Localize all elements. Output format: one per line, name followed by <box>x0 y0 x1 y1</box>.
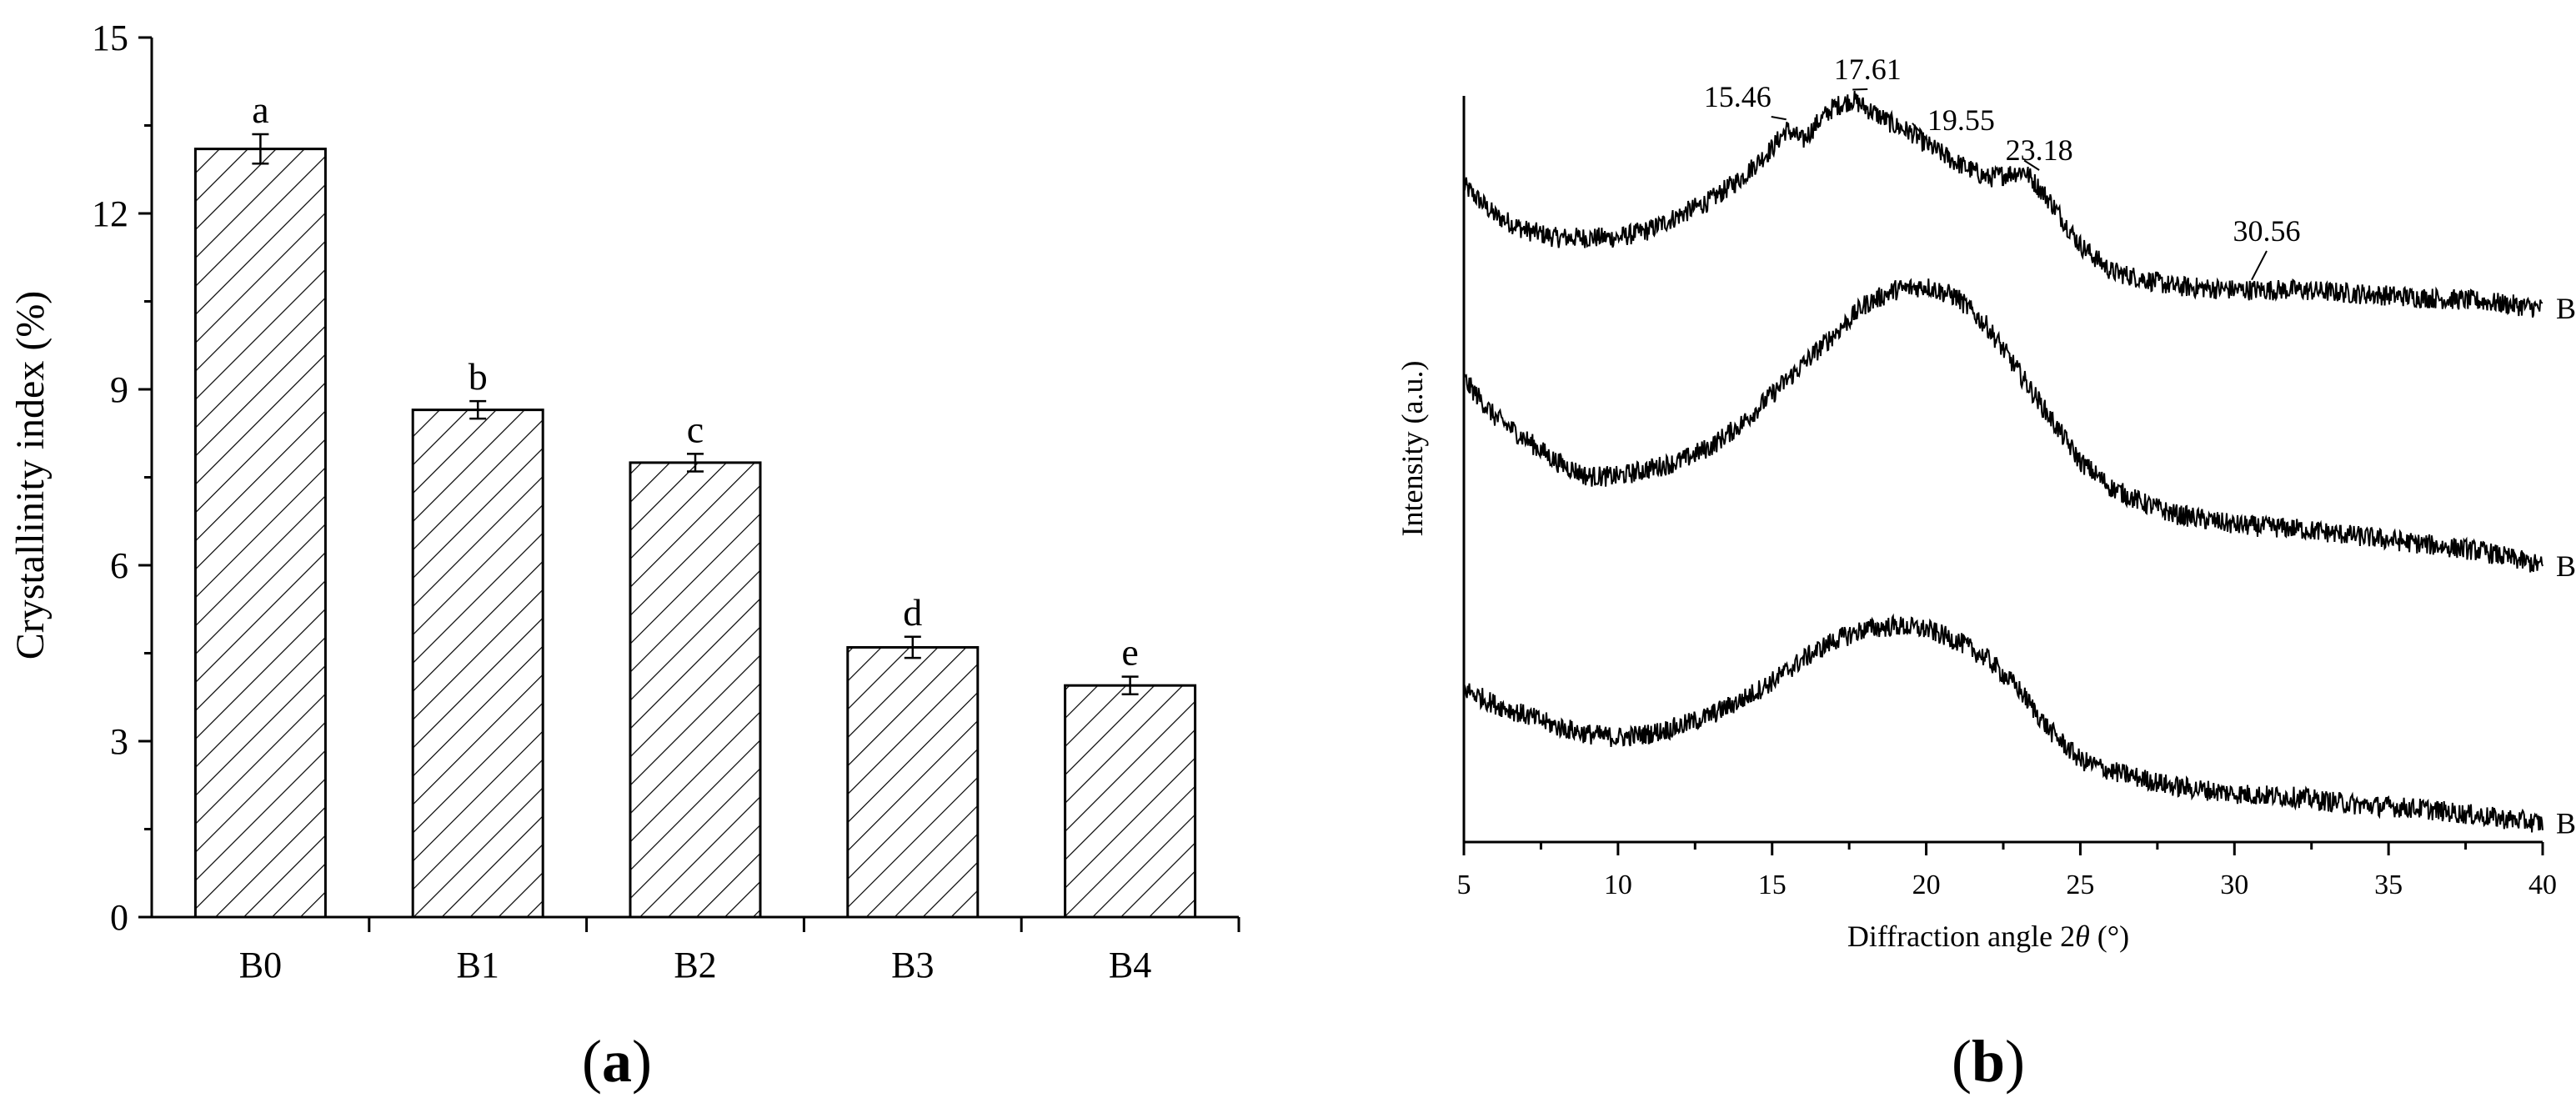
peak-label: 17.61 <box>1834 53 1902 86</box>
panel-a-y-axis-title: Crystallinity index (%) <box>8 291 53 660</box>
peak-leader-line <box>2023 159 2040 171</box>
x-tick-label-b4: B4 <box>1109 945 1151 985</box>
panel-b-xrd-chart: 5 10 15 20 25 30 35 40 B0 B2 B4 15.46 17.61 19.55 23… <box>1396 53 2576 1095</box>
x-tick-label: 15 <box>1758 870 1787 900</box>
series-label-b4: B4 <box>2556 807 2576 840</box>
bar-b0 <box>193 148 327 919</box>
peak-label: 15.46 <box>1704 80 1772 113</box>
bar-b2 <box>629 461 762 919</box>
bar-b1 <box>411 409 544 919</box>
x-tick-label: 25 <box>2066 870 2094 900</box>
xrd-trace-b0 <box>1463 90 2543 318</box>
series-label-b0: B0 <box>2556 292 2576 325</box>
x-tick-label: 30 <box>2220 870 2248 900</box>
x-tick-label: 5 <box>1457 870 1471 900</box>
significance-letter-b0: a <box>252 88 268 131</box>
significance-letter-b4: e <box>1121 631 1138 674</box>
panel-b-peak-annotations: 15.46 17.61 19.55 23.18 30.56 <box>1704 53 2300 281</box>
peak-leader-line <box>1912 123 1928 141</box>
x-tick-label-b0: B0 <box>239 945 282 985</box>
significance-letter-b2: c <box>687 408 704 450</box>
x-tick-label: 40 <box>2528 870 2557 900</box>
xrd-trace-b2 <box>1463 278 2543 573</box>
xrd-trace-b4 <box>1463 613 2543 833</box>
panel-b-label: (b) <box>1952 1028 2025 1095</box>
significance-letter-b1: b <box>469 355 488 398</box>
peak-label: 30.56 <box>2233 214 2300 248</box>
x-tick-label: 10 <box>1604 870 1632 900</box>
y-tick-label: 6 <box>110 545 128 586</box>
x-tick-label-b3: B3 <box>891 945 934 985</box>
bar-b4 <box>1064 684 1197 919</box>
y-tick-label: 0 <box>110 897 128 938</box>
peak-label: 23.18 <box>2006 133 2073 167</box>
panel-b-series: B0 B2 B4 <box>1463 90 2576 840</box>
panel-b-y-axis-title: Intensity (a.u.) <box>1396 361 1429 537</box>
peak-leader-line <box>1771 116 1787 121</box>
x-tick-label: 20 <box>1912 870 1941 900</box>
bar-b3 <box>846 645 980 919</box>
significance-letter-b3: d <box>903 591 922 634</box>
series-label-b2: B2 <box>2556 549 2576 583</box>
x-tick-label-b1: B1 <box>457 945 499 985</box>
x-tick-label: 35 <box>2374 870 2403 900</box>
panel-a-bars: a b c d e <box>193 88 1197 919</box>
y-tick-label: 3 <box>110 721 128 762</box>
panel-b-x-axis-title: Diffraction angle 2θ (°) <box>1847 920 2129 953</box>
panel-b-axes: 5 10 15 20 25 30 35 40 <box>1457 96 2557 900</box>
x-tick-label-b2: B2 <box>674 945 716 985</box>
panel-a-axes: 0 3 6 9 12 15 B0 B1 B2 B3 B4 <box>92 18 1240 985</box>
panel-a-label: (a) <box>582 1028 652 1095</box>
peak-leader-line <box>2251 250 2268 281</box>
y-tick-label: 12 <box>92 193 128 234</box>
y-tick-label: 9 <box>110 369 128 410</box>
y-tick-label: 15 <box>92 18 128 58</box>
peak-label: 19.55 <box>1927 103 1995 137</box>
panel-a-bar-chart: 0 3 6 9 12 15 B0 B1 B2 B3 B4 a b c d e Crystallinity i… <box>8 18 1240 1095</box>
